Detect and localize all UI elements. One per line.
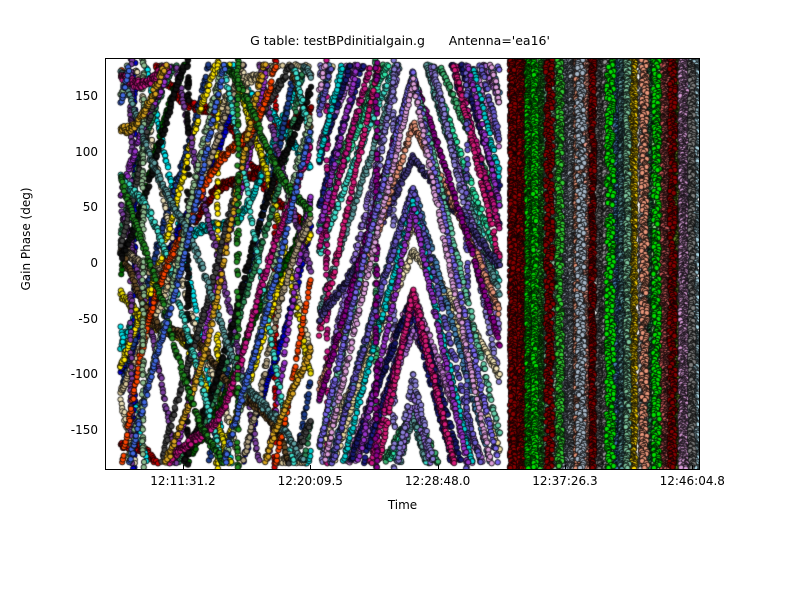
x-tick-label: 12:37:26.3: [532, 474, 598, 488]
x-axis-tick-labels: 12:11:31.2 12:20:09.5 12:28:48.0 12:37:26.3…: [105, 474, 725, 494]
y-tick-label: 150: [75, 88, 98, 103]
y-tick-label: -150: [70, 423, 98, 438]
x-axis-tick-marks: [105, 465, 700, 470]
x-tick-label: 12:28:48.0: [404, 474, 471, 488]
scatter-plot-canvas: [106, 59, 699, 469]
x-tick-mark: [564, 465, 566, 469]
x-tick-mark: [437, 465, 439, 469]
y-tick-label: 100: [75, 144, 98, 159]
plot-area[interactable]: [105, 58, 700, 470]
y-tick-label: -50: [78, 311, 98, 326]
y-tick-label: 50: [82, 200, 98, 215]
x-tick-label: 12:11:31.2: [150, 474, 216, 488]
y-axis-tick-labels: 150 100 50 0 -50 -100 -150: [38, 58, 98, 470]
x-tick-label: 12:20:09.5: [277, 474, 343, 488]
x-tick-mark: [692, 465, 694, 469]
x-tick-label: 12:46:04.8: [659, 474, 725, 488]
x-axis-label: Time: [387, 498, 418, 512]
y-tick-label: 0: [90, 256, 98, 270]
y-tick-label: -100: [70, 367, 98, 382]
page-title: G table: testBPdinitialgain.g Antenna='e…: [250, 33, 550, 48]
x-tick-mark: [182, 465, 184, 469]
y-axis-label: Gain Phase (deg): [19, 187, 33, 291]
x-tick-mark: [310, 465, 312, 469]
